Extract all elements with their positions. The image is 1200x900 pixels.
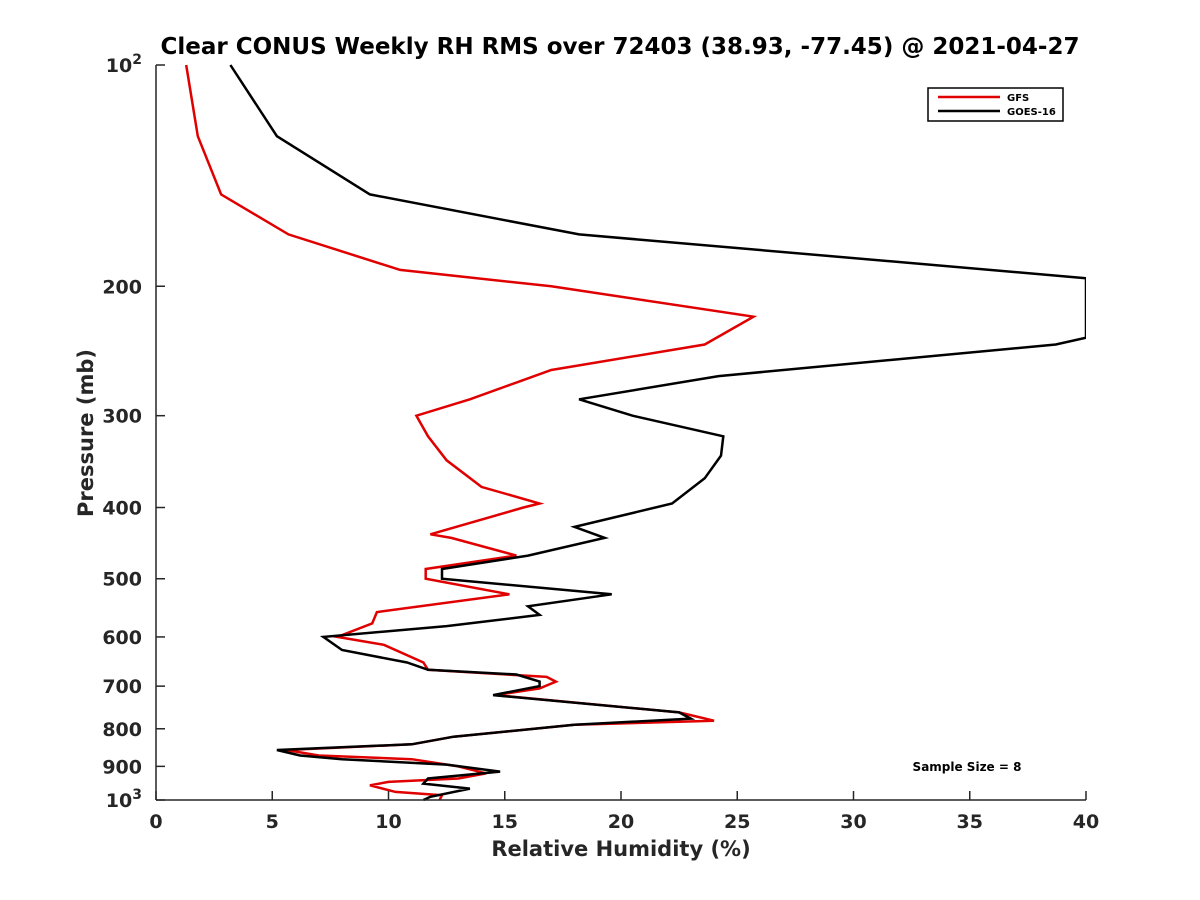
y-ticks: 200 300 400 500 600 700 800 900 102 103 xyxy=(102,52,165,812)
x-axis-label: Relative Humidity (%) xyxy=(491,837,750,861)
x-tick-label: 0 xyxy=(149,811,162,833)
x-tick-label: 30 xyxy=(840,811,866,833)
y-tick-label: 900 xyxy=(102,756,142,778)
plot-area xyxy=(184,64,1086,802)
x-tick-label: 20 xyxy=(608,811,634,833)
legend-box xyxy=(927,87,1064,122)
x-tick-label: 5 xyxy=(266,811,279,833)
series-line-goes16 xyxy=(229,64,1086,802)
y-tick-label: 200 xyxy=(102,276,142,298)
y-tick-label: 800 xyxy=(102,719,142,741)
chart-title: Clear CONUS Weekly RH RMS over 72403 (38… xyxy=(161,34,1080,60)
axes: 0 5 10 15 20 25 30 35 40 200 300 400 500 600 700 800 90… xyxy=(102,52,1099,833)
y-tick-label: 400 xyxy=(102,498,142,520)
y-tick-label: 700 xyxy=(102,676,142,698)
x-tick-label: 15 xyxy=(492,811,518,833)
y-tick-label: 500 xyxy=(102,569,142,591)
y-tick-label: 600 xyxy=(102,627,142,649)
x-tick-label: 25 xyxy=(724,811,750,833)
legend-label-goes16: GOES-16 xyxy=(1007,107,1056,118)
sample-size-annotation: Sample Size = 8 xyxy=(913,760,1022,774)
y-tick-label: 300 xyxy=(102,406,142,428)
y-tick-label: 102 xyxy=(106,52,142,77)
x-tick-label: 40 xyxy=(1073,811,1099,833)
x-tick-label: 35 xyxy=(957,811,983,833)
series-line-gfs xyxy=(184,64,758,801)
x-tick-label: 10 xyxy=(375,811,401,833)
legend-label-gfs: GFS xyxy=(1007,93,1029,104)
legend: GFS GOES-16 xyxy=(927,87,1064,122)
y-axis-label: Pressure (mb) xyxy=(74,349,98,517)
x-ticks: 0 5 10 15 20 25 30 35 40 xyxy=(149,791,1099,833)
y-tick-label: 103 xyxy=(106,787,142,812)
